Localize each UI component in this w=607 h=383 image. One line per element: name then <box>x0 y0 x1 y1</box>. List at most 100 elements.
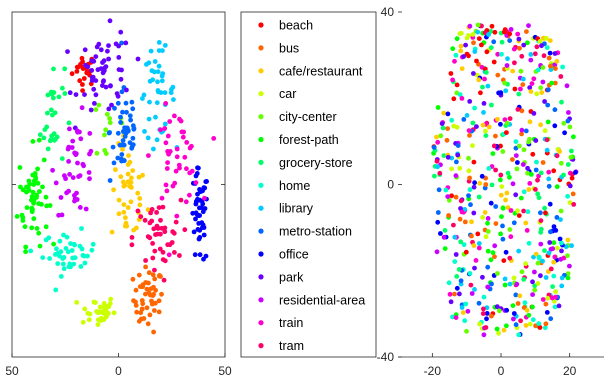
right-point-grocery-store <box>476 194 482 200</box>
right-point-park <box>556 303 562 309</box>
right-point-residential-area <box>528 57 534 63</box>
right-point-bus <box>462 219 468 225</box>
left-point-grocery-store <box>51 95 56 101</box>
right-point-forest-path <box>549 80 555 86</box>
left-point-home <box>68 264 73 270</box>
right-point-car <box>454 124 460 130</box>
left-point-car <box>106 304 112 309</box>
left-point-residential-area <box>87 131 93 136</box>
right-point-forest-path <box>490 250 496 256</box>
left-point-train <box>163 101 169 106</box>
left-point-beach <box>78 61 83 67</box>
left-point-office <box>201 232 207 238</box>
right-point-home <box>535 67 541 73</box>
legend-marker <box>258 159 264 165</box>
left-point-city-center <box>93 107 99 112</box>
left-point-metro-station <box>130 123 136 129</box>
right-point-tram <box>480 311 486 316</box>
right-point-city-center <box>500 149 506 154</box>
right-point-residential-area <box>540 79 546 85</box>
left-point-cafe-restaurant <box>120 146 125 152</box>
right-point-bus <box>510 157 515 162</box>
left-point-park <box>93 92 99 98</box>
right-point-office <box>544 310 550 315</box>
right-point-forest-path <box>571 134 576 140</box>
right-point-park <box>439 121 445 126</box>
left-point-forest-path <box>25 184 31 190</box>
right-point-office <box>504 307 510 313</box>
right-point-bus <box>515 301 521 306</box>
left-point-forest-path <box>35 180 41 186</box>
right-point-residential-area <box>508 27 514 32</box>
left-point-car <box>94 309 99 314</box>
right-point-metro-station <box>533 167 539 173</box>
right-point-beach <box>543 210 548 216</box>
left-point-residential-area <box>73 152 79 158</box>
left-point-train <box>202 195 207 201</box>
left-point-metro-station <box>124 109 129 115</box>
legend-marker <box>258 228 264 234</box>
legend-label: beach <box>279 19 313 33</box>
left-point-tram <box>155 225 161 231</box>
left-point-home <box>55 261 61 266</box>
right-point-car <box>511 275 517 281</box>
right-point-forest-path <box>526 312 532 318</box>
right-point-city-center <box>525 170 530 176</box>
left-point-forest-path <box>31 216 37 222</box>
right-point-library <box>543 275 549 280</box>
left-point-city-center <box>96 102 102 108</box>
right-point-bus <box>444 137 450 143</box>
left-point-train <box>164 188 170 194</box>
left-point-home <box>64 234 70 240</box>
left-point-train <box>189 168 195 174</box>
left-point-residential-area <box>50 167 55 173</box>
left-point-tram <box>177 253 182 258</box>
left-point-library <box>147 78 153 84</box>
left-point-tram <box>155 231 161 237</box>
left-point-tram <box>152 248 158 254</box>
right-point-forest-path <box>490 151 496 157</box>
right-point-train <box>552 254 558 260</box>
left-point-tram <box>150 241 156 246</box>
right-point-home <box>467 271 473 276</box>
left-point-car <box>95 322 101 327</box>
right-point-tram <box>534 44 540 50</box>
left-point-metro-station <box>118 114 123 120</box>
left-point-train <box>187 192 192 198</box>
right-point-home <box>463 301 469 307</box>
legend-marker <box>258 136 264 143</box>
right-point-home <box>536 321 542 326</box>
right-scatter-panel: -20 0 20 -40 0 40 <box>377 5 604 378</box>
left-point-home <box>70 255 76 261</box>
left-point-bus <box>159 291 164 297</box>
left-point-residential-area <box>53 180 59 186</box>
legend-label: park <box>279 270 304 284</box>
left-point-cafe-restaurant <box>121 202 127 208</box>
left-point-metro-station <box>120 109 125 115</box>
right-point-cafe-restaurant <box>557 149 562 154</box>
left-point-city-center <box>104 111 110 117</box>
left-point-office <box>195 165 200 171</box>
right-point-beach <box>530 151 536 157</box>
right-point-metro-station <box>513 292 519 298</box>
right-point-office <box>479 173 485 179</box>
right-point-metro-station <box>546 183 552 189</box>
right-point-home <box>450 314 455 320</box>
right-point-grocery-store <box>561 172 566 178</box>
right-point-grocery-store <box>535 191 541 197</box>
right-point-metro-station <box>545 87 551 93</box>
left-point-metro-station <box>119 89 125 95</box>
right-point-home <box>559 240 564 246</box>
right-point-train <box>482 76 487 82</box>
left-point-bus <box>139 306 145 312</box>
right-point-car <box>449 166 454 172</box>
right-point-tram <box>498 172 504 178</box>
left-point-park <box>106 106 112 112</box>
right-point-park <box>471 184 477 190</box>
left-point-metro-station <box>115 100 121 106</box>
right-point-forest-path <box>525 40 530 46</box>
right-point-grocery-store <box>489 182 495 188</box>
right-point-library <box>548 67 554 72</box>
right-point-beach <box>478 90 483 96</box>
right-point-grocery-store <box>442 228 448 233</box>
